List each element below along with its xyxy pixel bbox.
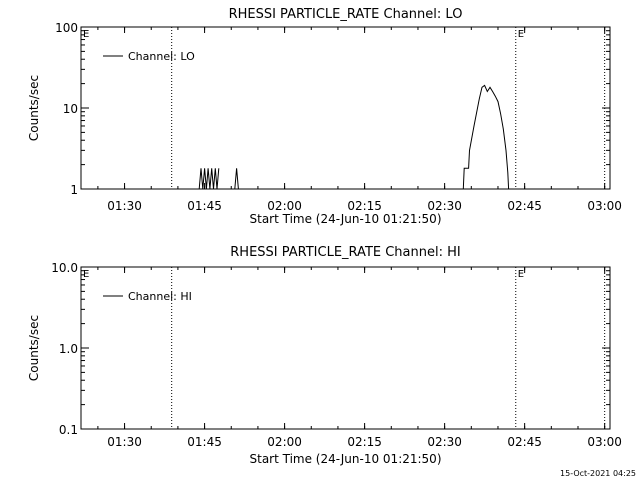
panel-1-x-tick-label: 01:30 xyxy=(107,199,142,213)
panel-1-event-marker-label-start: E xyxy=(83,29,89,40)
panel-1-x-axis-label: Start Time (24-Jun-10 01:21:50) xyxy=(250,212,442,226)
footer-timestamp: 15-Oct-2021 04:25 xyxy=(560,469,636,478)
panel-1-series-line xyxy=(462,84,510,190)
panel-2-y-axis-label: Counts/sec xyxy=(27,315,41,381)
panel-1-series-line xyxy=(234,168,239,190)
panel-2-x-tick-label: 02:30 xyxy=(427,435,462,449)
panel-2-x-tick-label: 01:30 xyxy=(107,435,142,449)
panel-2-x-axis-label: Start Time (24-Jun-10 01:21:50) xyxy=(250,452,442,466)
panel-1-title: RHESSI PARTICLE_RATE Channel: LO xyxy=(229,7,463,22)
panel-1-x-tick-label: 01:45 xyxy=(187,199,222,213)
panel-1-x-tick-label: 02:45 xyxy=(507,199,542,213)
panel-2-legend-label: Channel: HI xyxy=(128,290,192,303)
panel-1-y-tick-label: 1 xyxy=(70,183,78,197)
panel-2-title: RHESSI PARTICLE_RATE Channel: HI xyxy=(230,245,460,260)
panel-2-y-tick-label: 1.0 xyxy=(59,342,78,356)
panel-2-event-marker-label: E xyxy=(518,269,524,280)
panel-1-y-axis-label: Counts/sec xyxy=(27,75,41,141)
panel-2-x-tick-label: 02:00 xyxy=(267,435,302,449)
panel-1-series-line xyxy=(198,168,220,190)
panel-2-y-tick-label: 10.0 xyxy=(51,261,78,275)
panel-2-event-marker-label-start: E xyxy=(83,269,89,280)
panel-2-x-tick-label: 02:45 xyxy=(507,435,542,449)
panel-1-x-tick-label: 02:00 xyxy=(267,199,302,213)
panel-1-y-tick-label: 10 xyxy=(63,102,78,116)
panel-2-y-tick-label: 0.1 xyxy=(59,423,78,437)
panel-1-legend-label: Channel: LO xyxy=(128,50,195,63)
panel-1-y-tick-label: 100 xyxy=(55,21,78,35)
panel-2-x-tick-label: 02:15 xyxy=(347,435,382,449)
panel-1-x-tick-label: 03:00 xyxy=(587,199,622,213)
panel-1-event-marker-label: E xyxy=(518,29,524,40)
panel-2-x-tick-label: 03:00 xyxy=(587,435,622,449)
panel-2-x-tick-label: 01:45 xyxy=(187,435,222,449)
panel-1-x-tick-label: 02:15 xyxy=(347,199,382,213)
panel-1-x-tick-label: 02:30 xyxy=(427,199,462,213)
